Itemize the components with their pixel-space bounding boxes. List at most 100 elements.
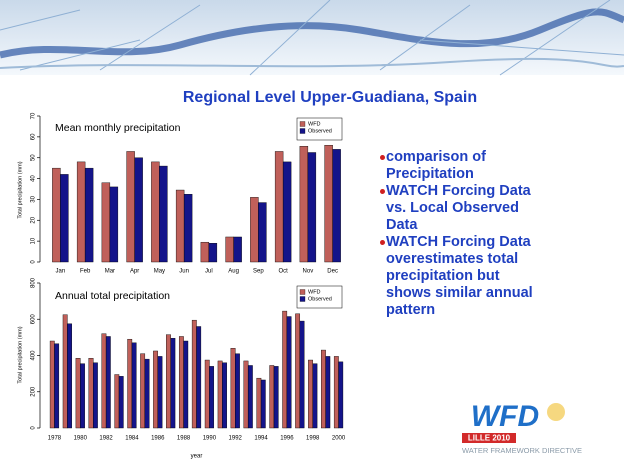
x-tick-label: May — [154, 269, 165, 275]
bullet: comparison of Precipitation — [380, 149, 618, 183]
bar — [235, 353, 240, 429]
bar — [250, 197, 259, 263]
legend-swatch — [299, 128, 306, 134]
x-tick-label: Apr — [130, 269, 139, 275]
bar — [332, 149, 341, 263]
bar — [312, 363, 318, 429]
bar — [282, 161, 292, 263]
x-tick-label: 1984 — [125, 436, 139, 442]
bullet: WATCH Forcing Data overestimates total pre… — [380, 234, 618, 319]
x-tick-label: Oct — [278, 269, 288, 275]
bar — [256, 377, 262, 429]
bar — [114, 374, 120, 429]
bar — [324, 144, 333, 263]
x-tick-label: 1988 — [177, 436, 191, 442]
x-tick-label: 1978 — [48, 436, 62, 442]
y-axis-label: Total precipitation (mm) — [17, 161, 23, 218]
bar — [286, 316, 292, 429]
bar — [196, 326, 202, 429]
x-tick-label: Dec — [327, 269, 338, 275]
y-tick-label: 70 — [31, 112, 37, 119]
logo-event: LILLE 2010 — [468, 434, 511, 443]
bullet-line: WATCH Forcing Data — [386, 234, 531, 250]
bullet-line: precipitation but — [386, 268, 500, 284]
bar — [260, 379, 266, 429]
bullet: WATCH Forcing Data vs. Local Observed Data — [380, 183, 618, 234]
y-tick-label: 800 — [31, 277, 37, 288]
bar — [321, 349, 326, 429]
y-tick-label: 30 — [31, 195, 37, 202]
bullet-line: vs. Local Observed — [386, 200, 519, 216]
bar — [101, 333, 107, 429]
y-tick-label: 400 — [31, 350, 37, 361]
x-tick-label: Jun — [179, 269, 189, 275]
logo-main: WFD — [471, 400, 539, 433]
bar — [222, 362, 227, 429]
bar — [217, 360, 223, 429]
x-tick-label: 1982 — [99, 436, 113, 442]
bar — [183, 194, 193, 263]
bullet-line: WATCH Forcing Data — [386, 183, 531, 199]
bar — [75, 358, 81, 429]
bar — [151, 161, 160, 263]
bar — [333, 356, 339, 429]
y-tick-label: 600 — [31, 314, 37, 325]
bullet-line: Data — [386, 217, 418, 233]
header-image — [0, 0, 624, 76]
bar — [105, 336, 111, 429]
x-tick-label: Jul — [205, 269, 213, 275]
bar — [153, 350, 158, 429]
bar — [166, 334, 171, 429]
bar — [243, 360, 249, 429]
bar — [118, 376, 124, 429]
bar — [209, 366, 215, 429]
chart-title: Annual total precipitation — [55, 290, 170, 302]
y-tick-label: 0 — [31, 260, 37, 264]
legend-label: WFD — [308, 121, 321, 127]
bar — [247, 365, 253, 429]
x-tick-label: 1994 — [254, 436, 268, 442]
x-tick-label: Nov — [303, 269, 314, 275]
bar — [183, 340, 189, 429]
bar — [282, 310, 288, 429]
bar — [299, 320, 305, 429]
bar — [299, 146, 309, 263]
bar — [144, 358, 150, 429]
bar — [325, 356, 331, 429]
bar — [200, 241, 210, 263]
x-tick-label: 1990 — [203, 436, 217, 442]
bullet-line: overestimates total — [386, 251, 519, 267]
legend-swatch — [299, 289, 306, 295]
y-tick-label: 50 — [31, 154, 37, 161]
bar — [225, 236, 234, 263]
x-tick-label: 1992 — [229, 436, 243, 442]
bar — [88, 358, 94, 429]
bar — [127, 338, 133, 429]
bar — [49, 340, 55, 429]
bar — [131, 342, 137, 429]
bar — [273, 366, 279, 429]
x-tick-label: Feb — [80, 269, 91, 275]
y-tick-label: 0 — [31, 426, 37, 430]
bar — [101, 182, 111, 263]
bar — [84, 167, 94, 263]
bar — [307, 152, 317, 263]
y-axis-label: Total precipitation (mm) — [17, 326, 23, 383]
bar — [338, 361, 344, 429]
bar — [178, 336, 184, 429]
x-tick-label: 1996 — [280, 436, 294, 442]
bullet-dot — [380, 240, 385, 245]
x-axis-label: year — [191, 454, 203, 459]
chart-title: Mean monthly precipitation — [55, 122, 181, 134]
legend-swatch — [299, 121, 306, 127]
legend-label: WFD — [308, 289, 321, 295]
x-tick-label: 1998 — [306, 436, 320, 442]
bar — [62, 314, 68, 429]
bar — [230, 348, 236, 429]
bullet-list: comparison of Precipitation WATCH Forcing … — [380, 149, 618, 319]
bar — [208, 243, 218, 263]
x-tick-label: Aug — [228, 269, 239, 275]
bar — [175, 189, 185, 263]
y-tick-label: 60 — [31, 133, 37, 140]
